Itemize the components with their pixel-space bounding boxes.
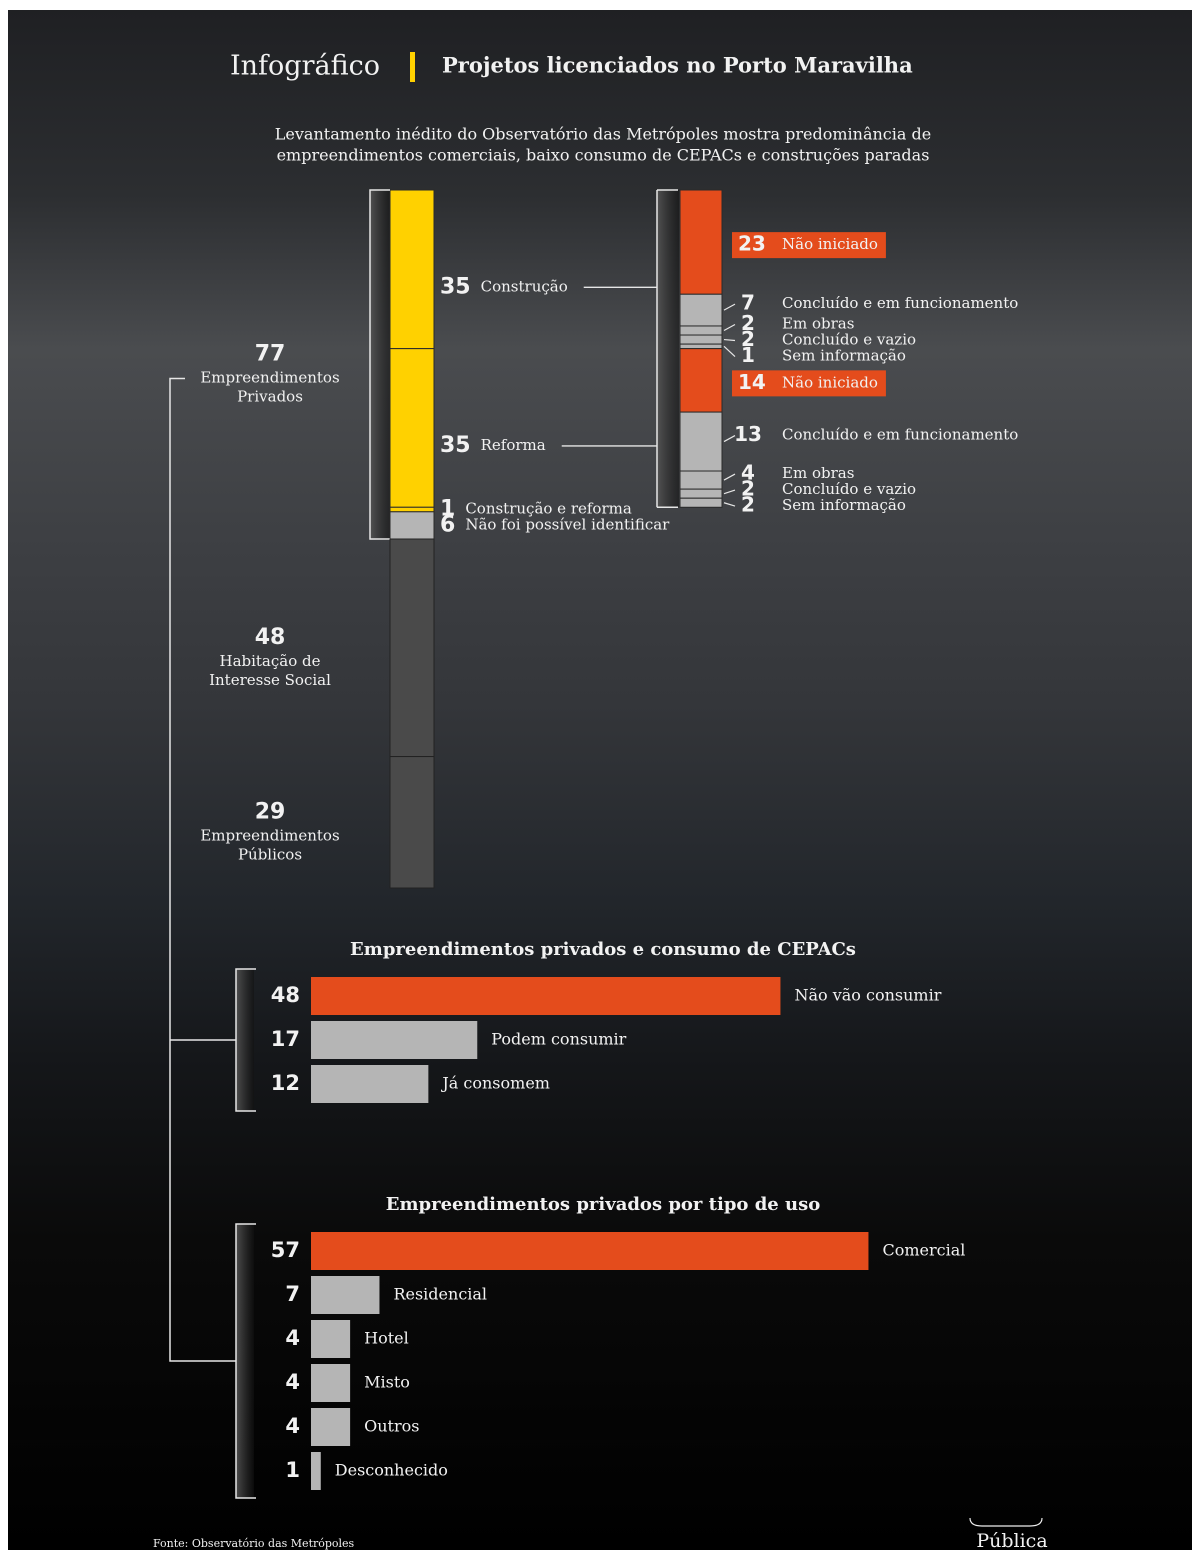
bar-label: Residencial (393, 1285, 487, 1304)
bar (311, 1021, 477, 1059)
bar (311, 1232, 868, 1270)
breakdown-segment (680, 190, 722, 294)
bracket-shade (236, 1224, 254, 1498)
divider (410, 52, 415, 82)
breakdown-value: 14 (738, 370, 766, 394)
group-value: 29 (255, 799, 286, 824)
bar-value: 12 (271, 1071, 300, 1095)
group-label: Privados (237, 388, 303, 406)
breakdown-label: Concluído e em funcionamento (782, 294, 1018, 312)
segment (390, 349, 434, 508)
segment (390, 512, 434, 539)
breakdown-segment (680, 412, 722, 471)
segment (390, 190, 434, 349)
bar-label: Misto (364, 1373, 410, 1392)
bar-value: 1 (285, 1458, 300, 1482)
source: Fonte: Observatório das Metrópoles (153, 1537, 355, 1550)
bar-label: Não vão consumir (794, 986, 941, 1005)
bar-label: Podem consumir (491, 1030, 626, 1049)
bar (311, 1276, 379, 1314)
connector (724, 474, 735, 480)
group-label: Públicos (238, 845, 302, 863)
group-label: Empreendimentos (200, 369, 339, 387)
bar-label: Já consomem (440, 1074, 550, 1093)
bar-value: 4 (285, 1414, 300, 1438)
segment-value: 35 (440, 274, 471, 299)
bracket (170, 379, 236, 1362)
breakdown-label: Sem informação (782, 347, 906, 365)
bar-value: 4 (285, 1370, 300, 1394)
breakdown-segment (680, 498, 722, 507)
group-label: Habitação de (219, 652, 320, 670)
subtitle: empreendimentos comerciais, baixo consum… (277, 146, 930, 165)
infographic: Infográfico Projetos licenciados no Port… (0, 0, 1192, 1550)
segment (390, 539, 434, 757)
chart-title: Empreendimentos privados por tipo de uso (386, 1194, 820, 1215)
subtitle: Levantamento inédito do Observatório das… (275, 125, 931, 144)
group-value: 48 (255, 625, 286, 650)
segment-value: 6 (440, 512, 455, 537)
breakdown-value: 13 (734, 422, 762, 446)
bracket-shade (236, 969, 254, 1111)
connector (724, 340, 735, 341)
segment-label: Não foi possível identificar (465, 515, 670, 533)
group-label: Interesse Social (209, 671, 331, 689)
connector (724, 325, 735, 331)
bar-label: Comercial (882, 1241, 965, 1260)
bar-value: 4 (285, 1326, 300, 1350)
bar-label: Hotel (364, 1329, 409, 1348)
kicker: Infográfico (230, 51, 380, 82)
bracket-shade (657, 190, 679, 507)
bar-value: 7 (285, 1282, 300, 1306)
bracket-shade (370, 190, 390, 540)
breakdown-label: Concluído e em funcionamento (782, 426, 1018, 444)
bar (311, 1065, 428, 1103)
connector (724, 490, 735, 494)
connector (724, 503, 735, 506)
breakdown-label: Sem informação (782, 496, 906, 514)
breakdown-segment (680, 471, 722, 489)
breakdown-value: 1 (741, 343, 755, 367)
breakdown-segment (680, 344, 722, 349)
segment (390, 757, 434, 888)
group-value: 77 (255, 342, 286, 367)
breakdown-segment (680, 489, 722, 498)
breakdown-value: 2 (741, 493, 755, 517)
breakdown-segment (680, 349, 722, 412)
group-label: Empreendimentos (200, 826, 339, 844)
bar (311, 1452, 321, 1490)
bar (311, 1320, 350, 1358)
title: Projetos licenciados no Porto Maravilha (442, 53, 913, 78)
chart-title: Empreendimentos privados e consumo de CE… (350, 939, 856, 960)
segment-label: Construção (481, 277, 568, 295)
breakdown-segment (680, 335, 722, 344)
logo-arc (970, 1518, 1042, 1526)
bar (311, 977, 780, 1015)
page: Infográfico Projetos licenciados no Port… (0, 0, 1192, 1550)
bar-value: 57 (271, 1238, 300, 1262)
connector (724, 346, 735, 356)
bar (311, 1408, 350, 1446)
breakdown-label: Não iniciado (782, 373, 878, 391)
breakdown-label: Não iniciado (782, 235, 878, 253)
bar-label: Outros (364, 1417, 419, 1436)
segment-label: Reforma (481, 436, 546, 454)
bar (311, 1364, 350, 1402)
breakdown-segment (680, 326, 722, 335)
connector (724, 304, 735, 310)
breakdown-value: 23 (738, 232, 766, 256)
segment-value: 35 (440, 433, 471, 458)
logo: Pública (976, 1530, 1047, 1550)
breakdown-segment (680, 294, 722, 326)
bar-value: 17 (271, 1027, 300, 1051)
bar-label: Desconhecido (335, 1461, 448, 1480)
bar-value: 48 (271, 983, 300, 1007)
segment (390, 507, 434, 512)
